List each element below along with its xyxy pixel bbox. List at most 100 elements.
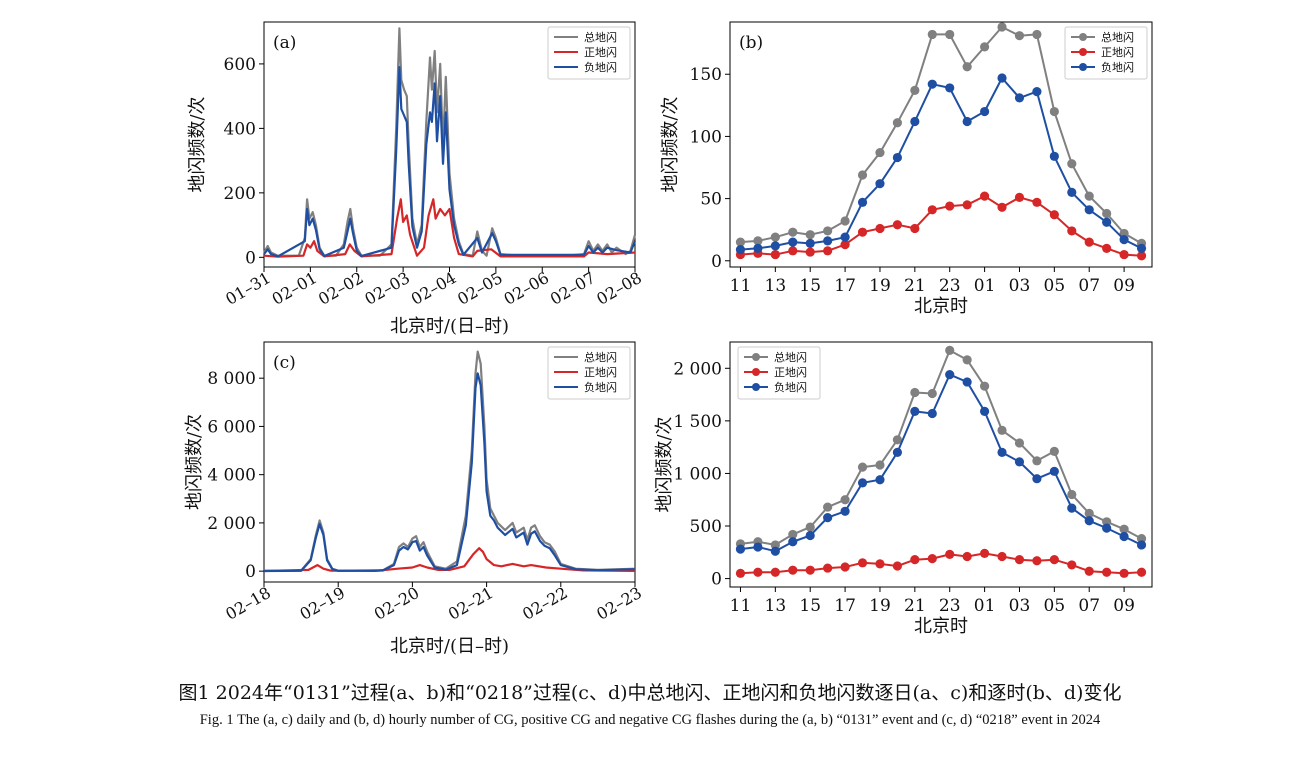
y-axis-label: 地闪频数/次 — [660, 96, 681, 192]
x-tick-label: 17 — [834, 596, 856, 616]
series-point-0 — [857, 462, 868, 472]
series-line-1 — [263, 198, 636, 258]
series-point-0 — [1084, 508, 1094, 518]
legend-label-1: 正地闪 — [584, 45, 617, 59]
x-axis-label: 北京时 — [914, 616, 968, 637]
series-point-2 — [823, 513, 833, 523]
series-point-1 — [875, 559, 885, 569]
legend-marker-0 — [752, 353, 760, 361]
y-tick-label: 4 000 — [207, 466, 256, 486]
x-tick-label: 05 — [1044, 276, 1066, 296]
series-point-2 — [927, 408, 937, 419]
y-tick-label: 2 000 — [207, 514, 256, 534]
series-point-0 — [823, 502, 833, 512]
legend-label-2: 负地闪 — [774, 380, 807, 394]
series-point-2 — [1136, 540, 1147, 550]
x-tick-label: 23 — [939, 596, 961, 616]
series-point-2 — [735, 544, 746, 554]
series-point-1 — [1136, 251, 1147, 261]
legend-label-2: 负地闪 — [1101, 60, 1134, 74]
series-point-0 — [857, 170, 868, 180]
series-point-0 — [910, 85, 920, 96]
series-point-0 — [1014, 31, 1025, 41]
series-point-1 — [927, 205, 937, 215]
series-point-2 — [805, 530, 815, 541]
y-axis-label: 地闪频数/次 — [184, 414, 205, 510]
figure-canvas: 0 200 400 600 01–3102–0102–0202–0302–0402–05… — [184, 21, 1153, 657]
series-point-0 — [979, 42, 990, 52]
series-point-1 — [857, 558, 868, 568]
series-point-1 — [892, 561, 903, 571]
series-point-2 — [753, 542, 763, 552]
panel-d: 0 500 1 000 1 500 2 000 11 13 15 17 19 21 23 01 03 05 0… — [654, 341, 1153, 637]
series-point-0 — [840, 495, 850, 505]
series-point-0 — [892, 118, 903, 128]
y-tick-label: 400 — [224, 119, 256, 139]
series-point-0 — [962, 62, 972, 72]
series-point-1 — [1067, 226, 1077, 236]
series-point-1 — [1084, 237, 1094, 247]
series-point-1 — [1067, 560, 1077, 570]
x-tick-label: 01–31 — [222, 268, 274, 309]
series-point-2 — [875, 179, 885, 189]
series-point-1 — [1102, 567, 1112, 577]
series-point-2 — [840, 232, 850, 242]
series-point-2 — [857, 197, 868, 207]
x-tick-label: 02–01 — [269, 268, 321, 309]
x-tick-label: 03 — [1009, 276, 1031, 296]
series-point-2 — [788, 537, 798, 547]
series-line-1 — [740, 552, 1142, 575]
legend-marker-2 — [1079, 63, 1087, 71]
plot-frame — [729, 21, 1153, 268]
series-point-1 — [788, 246, 798, 256]
x-tick-label: 02–03 — [361, 268, 413, 309]
series-point-0 — [788, 227, 798, 237]
legend-marker-1 — [1079, 48, 1087, 56]
series-point-1 — [1084, 566, 1094, 576]
x-tick-label: 03 — [1009, 596, 1031, 616]
series-point-2 — [910, 116, 920, 127]
x-tick-label: 02–19 — [297, 583, 349, 624]
series-point-0 — [1032, 456, 1042, 466]
series-point-1 — [753, 567, 763, 577]
series-point-1 — [805, 247, 815, 257]
series-line-2 — [740, 77, 1142, 251]
y-tick-label: 0 — [711, 252, 722, 272]
x-tick-label: 02–22 — [519, 583, 571, 624]
x-tick-label: 02–06 — [501, 268, 553, 309]
series-point-0 — [875, 460, 885, 470]
series-point-1 — [910, 555, 920, 565]
series-point-2 — [1119, 531, 1129, 542]
series-point-1 — [770, 249, 780, 260]
y-tick-label: 200 — [224, 184, 256, 204]
x-tick-label: 02–20 — [371, 583, 423, 624]
x-tick-label: 02–07 — [547, 268, 599, 309]
series-point-2 — [1014, 93, 1025, 103]
x-tick-label: 23 — [939, 276, 961, 296]
x-tick-label: 19 — [869, 276, 891, 296]
series-point-0 — [1119, 524, 1129, 534]
series-point-1 — [788, 565, 798, 575]
series-line-2 — [740, 373, 1142, 553]
series-point-0 — [788, 529, 798, 540]
series-point-0 — [1084, 191, 1094, 201]
series-point-1 — [1102, 243, 1112, 253]
series-point-0 — [1049, 446, 1059, 456]
series-point-2 — [962, 116, 972, 127]
series-line-2 — [263, 66, 637, 258]
series-point-1 — [945, 201, 955, 211]
panel-label: (c) — [273, 353, 296, 373]
series-point-1 — [840, 240, 850, 250]
series-point-0 — [979, 381, 990, 391]
series-point-2 — [1102, 217, 1112, 227]
x-tick-label: 19 — [869, 596, 891, 616]
x-axis-label: 北京时/(日–时) — [390, 636, 509, 657]
series-point-0 — [892, 435, 903, 445]
legend-label-0: 总地闪 — [584, 30, 617, 44]
series-point-2 — [788, 237, 798, 247]
y-tick-label: 500 — [690, 517, 722, 537]
